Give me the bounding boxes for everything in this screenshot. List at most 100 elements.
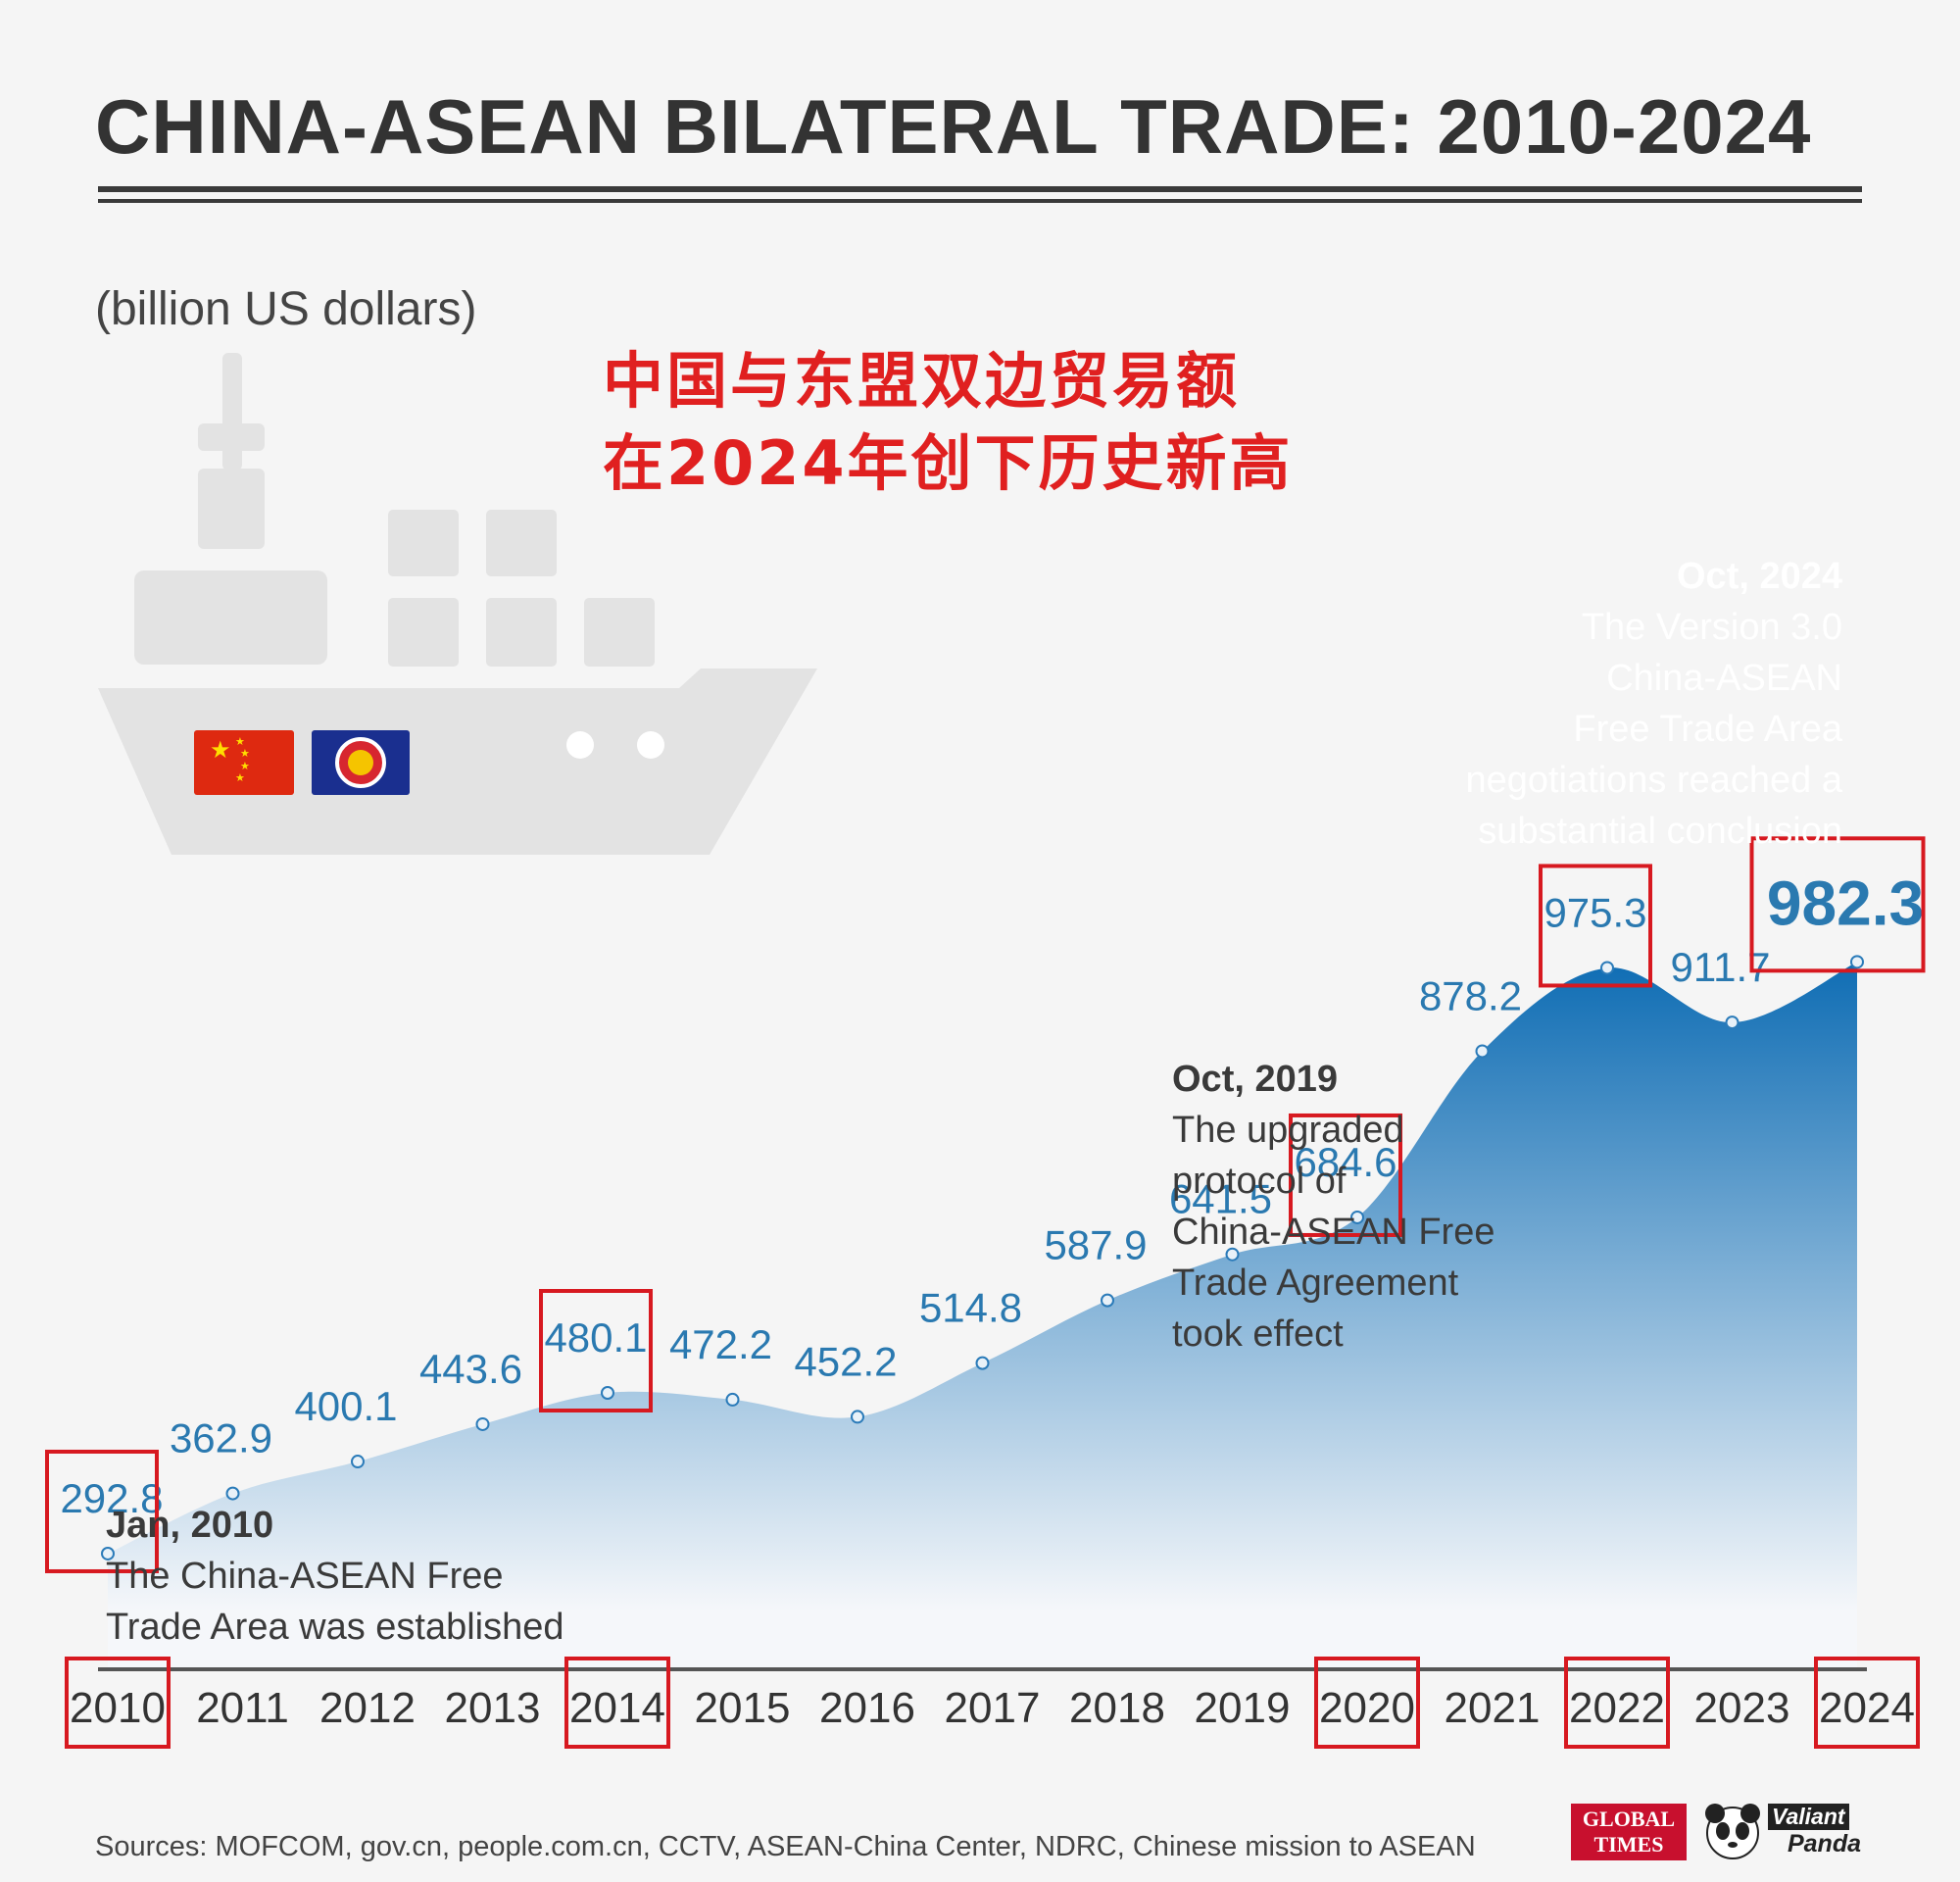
valiant-panda-logo: Valiant Panda <box>1768 1804 1861 1860</box>
year-highlight-box-2014 <box>564 1657 670 1749</box>
valiant-panda-logo-line2: Panda <box>1787 1830 1861 1857</box>
highlight-boxes <box>45 836 1926 1749</box>
global-times-logo-line1: GLOBAL <box>1582 1807 1676 1831</box>
valiant-panda-logo-line1: Valiant <box>1768 1804 1849 1830</box>
unit-label: (billion US dollars) <box>95 283 477 335</box>
data-point-2023 <box>1725 1015 1740 1030</box>
x-tick-label-2023: 2023 <box>1694 1684 1790 1732</box>
x-tick-label-2019: 2019 <box>1195 1684 1291 1732</box>
x-tick-label-2010: 2010 <box>70 1684 166 1732</box>
annotation-2019-line4: Trade Agreement <box>1172 1263 1459 1304</box>
annotation-2019-line5: took effect <box>1172 1313 1344 1355</box>
year-highlight-box-2010 <box>65 1657 171 1749</box>
value-label-2017: 514.8 <box>919 1285 1022 1331</box>
value-label-2012: 400.1 <box>294 1383 397 1429</box>
annotation-2024-line2: China-ASEAN <box>1606 658 1842 699</box>
data-point-2019 <box>1225 1247 1240 1262</box>
data-point-2020 <box>1350 1210 1364 1224</box>
data-points <box>101 955 1864 1560</box>
global-times-logo: GLOBAL TIMES <box>1571 1804 1687 1860</box>
value-label-2014: 480.1 <box>544 1314 647 1361</box>
data-point-2015 <box>725 1392 740 1407</box>
value-label-2023: 911.7 <box>1671 944 1771 990</box>
value-highlight-box-2022 <box>1539 864 1652 988</box>
value-label-2013: 443.6 <box>419 1346 522 1392</box>
value-label-2019: 641.5 <box>1169 1176 1272 1222</box>
annotation-2024-line5: substantial conclusion <box>1478 811 1842 852</box>
annotation-2024-date: Oct, 2024 <box>1677 556 1842 597</box>
value-label-2011: 362.9 <box>170 1415 272 1461</box>
data-point-2011 <box>225 1486 240 1501</box>
chinese-headline-line1: 中国与东盟双边贸易额 <box>603 345 1241 417</box>
area-fill <box>108 962 1857 1669</box>
value-label-2010: 292.8 <box>60 1475 163 1521</box>
x-tick-label-2011: 2011 <box>196 1684 289 1732</box>
annotation-2024-line1: The Version 3.0 <box>1581 607 1842 648</box>
svg-text:★: ★ <box>235 771 245 784</box>
x-axis: 2010 2011 2012 2013 2014 2015 2016 2017 2018 2019… <box>70 1667 1915 1732</box>
x-tick-label-2021: 2021 <box>1445 1684 1541 1732</box>
year-highlight-box-2020 <box>1314 1657 1420 1749</box>
annotation-2010-line2: Trade Area was established <box>106 1607 564 1648</box>
value-label-2018: 587.9 <box>1044 1222 1147 1268</box>
year-highlight-box-2022 <box>1564 1657 1670 1749</box>
x-tick-label-2013: 2013 <box>445 1684 541 1732</box>
x-tick-label-2022: 2022 <box>1569 1684 1665 1732</box>
china-flag-icon: ★ ★ ★ ★ ★ <box>194 730 294 795</box>
value-label-2024: 982.3 <box>1767 867 1924 938</box>
value-label-2020: 684.6 <box>1294 1139 1396 1185</box>
chinese-headline-line2: 在2024年创下历史新高 <box>603 427 1294 499</box>
svg-text:★: ★ <box>240 760 250 772</box>
annotation-2010-date: Jan, 2010 <box>106 1505 274 1546</box>
annotation-2024: Oct, 2024 The Version 3.0 China-ASEAN Fr… <box>1465 551 1842 857</box>
source-note: Sources: MOFCOM, gov.cn, people.com.cn, … <box>95 1831 1476 1862</box>
svg-text:★: ★ <box>240 747 250 760</box>
x-tick-label-2015: 2015 <box>695 1684 791 1732</box>
value-label-2015: 472.2 <box>669 1321 772 1367</box>
annotation-2019-date: Oct, 2019 <box>1172 1059 1338 1100</box>
x-tick-label-2020: 2020 <box>1319 1684 1415 1732</box>
data-point-2012 <box>351 1455 365 1469</box>
x-tick-label-2012: 2012 <box>319 1684 416 1732</box>
annotation-2019: Oct, 2019 The upgraded protocol of China… <box>1172 1054 1494 1360</box>
value-highlight-box-2024 <box>1749 836 1926 973</box>
global-times-logo-line2: TIMES <box>1593 1832 1664 1857</box>
data-point-2014 <box>601 1386 614 1401</box>
x-tick-label-2018: 2018 <box>1069 1684 1165 1732</box>
annotation-2019-line1: The upgraded <box>1172 1110 1404 1151</box>
value-label-2016: 452.2 <box>794 1338 897 1384</box>
annotation-2024-line3: Free Trade Area <box>1573 709 1842 750</box>
value-label-2021: 878.2 <box>1419 972 1522 1018</box>
value-label-2022: 975.3 <box>1544 889 1646 935</box>
svg-text:★: ★ <box>235 735 245 748</box>
title-rule-top <box>98 186 1862 192</box>
data-point-2022 <box>1600 961 1614 975</box>
x-tick-label-2014: 2014 <box>569 1684 665 1732</box>
annotation-2010-line1: The China-ASEAN Free <box>106 1556 504 1597</box>
annotation-2019-line2: protocol of <box>1172 1161 1347 1202</box>
annotation-2019-line3: China-ASEAN Free <box>1172 1212 1495 1253</box>
value-highlight-box-2010 <box>45 1449 159 1573</box>
data-point-2013 <box>475 1416 490 1431</box>
x-tick-label-2017: 2017 <box>945 1684 1041 1732</box>
value-highlight-box-2014 <box>539 1289 653 1413</box>
data-point-2017 <box>975 1356 990 1370</box>
annotation-2010: Jan, 2010 The China-ASEAN Free Trade Are… <box>106 1500 564 1653</box>
asean-flag-icon <box>312 730 410 795</box>
data-point-2016 <box>851 1410 864 1424</box>
panda-icon <box>1705 1804 1760 1859</box>
area-layer <box>108 962 1857 1669</box>
value-highlight-box-2020 <box>1289 1113 1402 1237</box>
ship-icon <box>98 353 817 855</box>
data-point-2010 <box>101 1546 115 1560</box>
data-point-2024 <box>1850 955 1864 969</box>
svg-text:★: ★ <box>210 736 231 764</box>
chart-title: CHINA-ASEAN BILATERAL TRADE: 2010-2024 <box>95 83 1812 170</box>
data-point-2021 <box>1475 1044 1490 1059</box>
data-point-2018 <box>1101 1293 1114 1308</box>
year-highlight-box-2024 <box>1814 1657 1920 1749</box>
x-tick-label-2024: 2024 <box>1819 1684 1915 1732</box>
title-rule-bottom <box>98 199 1862 203</box>
